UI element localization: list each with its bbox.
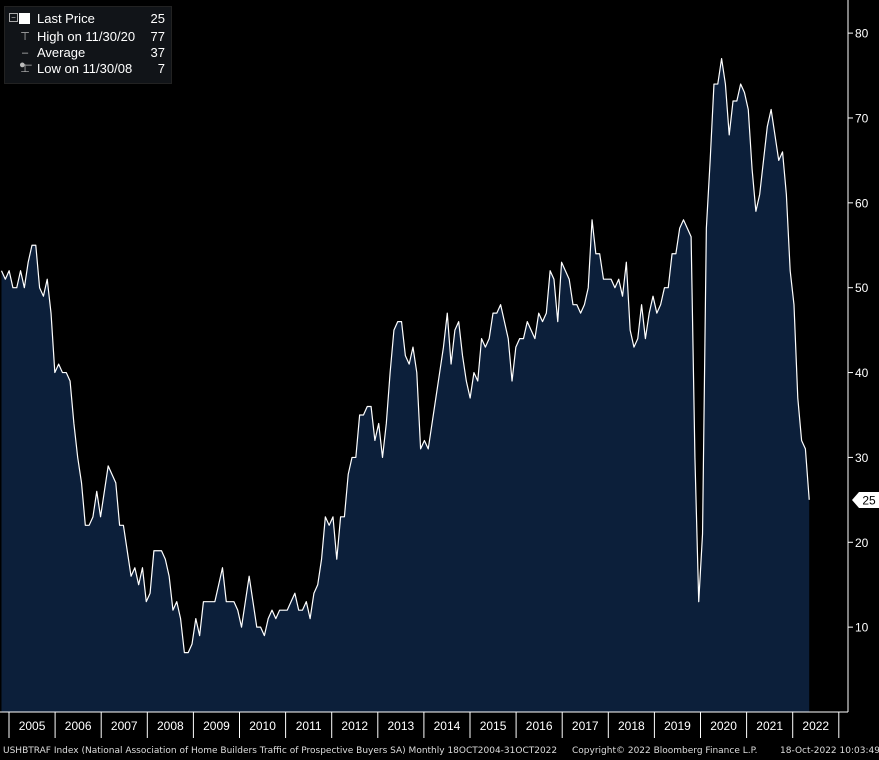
y-tick-label: 20 xyxy=(855,536,869,550)
legend-value-last-price: 25 xyxy=(150,11,165,26)
x-tick-label: 2022 xyxy=(802,719,829,733)
x-tick-label: 2016 xyxy=(526,719,553,733)
x-tick-label: 2017 xyxy=(572,719,599,733)
x-tick-label: 2009 xyxy=(203,719,230,733)
low-marker-icon: ⊥ xyxy=(20,63,30,75)
square-swatch-icon xyxy=(19,13,30,24)
y-tick-label: 40 xyxy=(855,366,869,380)
x-tick-label: 2020 xyxy=(710,719,737,733)
y-tick-label: 60 xyxy=(855,196,869,210)
legend-label-average: Average xyxy=(37,45,86,60)
average-marker-icon: –●– xyxy=(19,47,32,71)
last-value-tag-shape: 25 xyxy=(852,492,879,508)
x-tick-label: 2014 xyxy=(434,719,461,733)
y-tick-label: 10 xyxy=(855,621,869,635)
legend-label-last-price: Last Price xyxy=(37,11,95,26)
x-tick-label: 2018 xyxy=(618,719,645,733)
legend-row-high: ⊤ High on 11/30/20 77 xyxy=(5,29,171,45)
x-tick-label: 2019 xyxy=(664,719,691,733)
y-tick-label: 50 xyxy=(855,281,869,295)
high-marker-icon: ⊤ xyxy=(20,31,30,43)
legend-value-low: 7 xyxy=(157,61,165,76)
footer-index-description: USHBTRAF Index (National Association of … xyxy=(3,746,558,756)
y-tick-label: 30 xyxy=(855,451,869,465)
x-tick-label: 2011 xyxy=(296,719,322,733)
last-value-tag: 25 xyxy=(852,491,879,509)
x-tick-label: 2010 xyxy=(249,719,276,733)
footer-timestamp: 18-Oct-2022 10:03:49 xyxy=(780,746,879,756)
legend-value-average: 37 xyxy=(150,45,165,60)
x-tick-label: 2008 xyxy=(157,719,184,733)
x-tick-label: 2012 xyxy=(341,719,368,733)
legend-row-average: –●– Average 37 xyxy=(5,45,171,71)
legend-value-high: 77 xyxy=(150,29,165,44)
legend-row-low: ⊥ Low on 11/30/08 7 xyxy=(5,61,171,77)
footer-copyright: Copyright© 2022 Bloomberg Finance L.P. xyxy=(572,746,758,756)
y-tick-label: 80 xyxy=(855,27,869,41)
area-fill xyxy=(1,58,810,712)
x-tick-label: 2013 xyxy=(387,719,414,733)
x-tick-label: 2006 xyxy=(65,719,92,733)
x-tick-label: 2015 xyxy=(480,719,507,733)
x-tick-label: 2007 xyxy=(111,719,138,733)
legend-label-low: Low on 11/30/08 xyxy=(37,61,133,76)
price-line xyxy=(0,57,810,654)
legend-row-last-price: Last Price 25 xyxy=(5,11,171,27)
last-value-tag-text: 25 xyxy=(862,494,876,508)
legend-label-high: High on 11/30/20 xyxy=(37,29,136,44)
x-tick-label: 2005 xyxy=(19,719,46,733)
y-tick-label: 70 xyxy=(855,111,869,125)
x-tick-label: 2021 xyxy=(756,719,783,733)
legend-box: − Last Price 25 ⊤ High on 11/30/20 77 –●… xyxy=(4,6,172,84)
legend-collapse-icon[interactable]: − xyxy=(9,13,18,22)
